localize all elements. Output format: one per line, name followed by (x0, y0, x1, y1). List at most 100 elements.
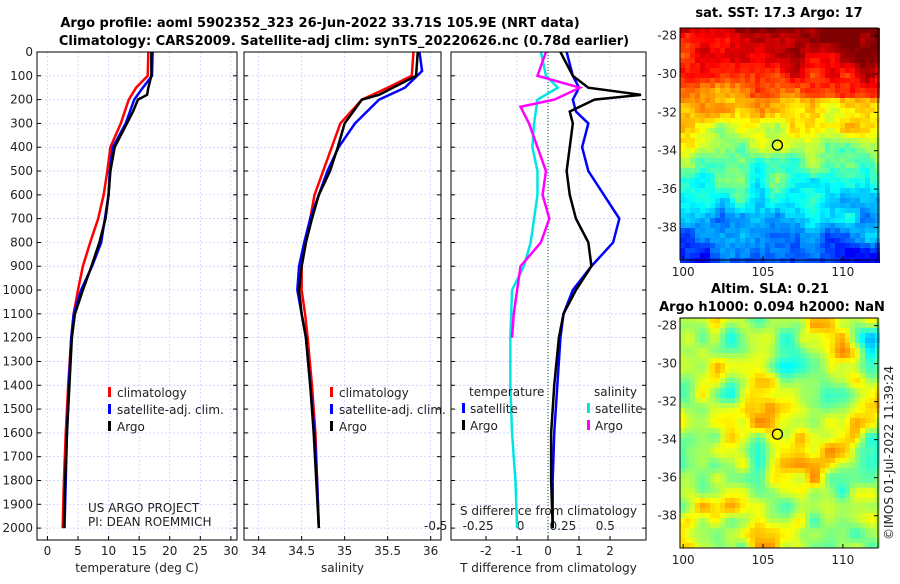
heatmap-cell (715, 398, 720, 403)
heatmap-cell (860, 78, 865, 83)
heatmap-cell (720, 468, 725, 473)
heatmap-cell (720, 423, 725, 428)
y-tick-label: 100 (10, 69, 33, 83)
heatmap-cell (785, 493, 790, 498)
heatmap-cell (755, 153, 760, 158)
heatmap-cell (710, 503, 715, 508)
heatmap-cell (795, 28, 800, 33)
heatmap-cell (730, 483, 735, 488)
heatmap-cell (835, 103, 840, 108)
heatmap-cell (760, 113, 765, 118)
heatmap-cell (855, 143, 860, 148)
heatmap-cell (785, 233, 790, 238)
heatmap-cell (685, 328, 690, 333)
heatmap-cell (765, 243, 770, 248)
heatmap-cell (820, 33, 825, 38)
heatmap-cell (750, 398, 755, 403)
heatmap-cell (775, 508, 780, 513)
heatmap-cell (715, 243, 720, 248)
heatmap-cell (760, 428, 765, 433)
heatmap-cell (685, 68, 690, 73)
heatmap-cell (745, 128, 750, 133)
heatmap-cell (710, 348, 715, 353)
heatmap-cell (680, 368, 685, 373)
heatmap-cell (785, 398, 790, 403)
heatmap-cell (765, 148, 770, 153)
heatmap-cell (850, 83, 855, 88)
heatmap-cell (695, 173, 700, 178)
heatmap-cell (690, 83, 695, 88)
heatmap-cell (745, 218, 750, 223)
heatmap-cell (705, 438, 710, 443)
heatmap-cell (775, 248, 780, 253)
heatmap-cell (745, 488, 750, 493)
heatmap-cell (780, 353, 785, 358)
heatmap-cell (745, 193, 750, 198)
heatmap-cell (760, 103, 765, 108)
heatmap-cell (870, 453, 875, 458)
heatmap-cell (725, 208, 730, 213)
heatmap-cell (800, 193, 805, 198)
heatmap-cell (805, 408, 810, 413)
heatmap-cell (835, 88, 840, 93)
heatmap-cell (740, 63, 745, 68)
heatmap-cell (840, 528, 845, 533)
heatmap-cell (710, 223, 715, 228)
heatmap-cell (800, 503, 805, 508)
heatmap-cell (725, 163, 730, 168)
heatmap-cell (720, 473, 725, 478)
heatmap-cell (720, 533, 725, 538)
heatmap-cell (815, 158, 820, 163)
heatmap-cell (800, 458, 805, 463)
heatmap-cell (705, 183, 710, 188)
heatmap-cell (685, 348, 690, 353)
heatmap-cell (835, 348, 840, 353)
heatmap-cell (730, 383, 735, 388)
heatmap-cell (805, 203, 810, 208)
heatmap-cell (705, 138, 710, 143)
heatmap-cell (865, 168, 870, 173)
heatmap-cell (740, 168, 745, 173)
heatmap-cell (820, 473, 825, 478)
x-axis-label: salinity (321, 561, 364, 575)
heatmap-cell (740, 518, 745, 523)
heatmap-cell (745, 223, 750, 228)
heatmap-cell (860, 368, 865, 373)
heatmap-cell (755, 78, 760, 83)
heatmap-cell (785, 43, 790, 48)
heatmap-cell (755, 228, 760, 233)
map-frame (679, 27, 879, 261)
heatmap-cell (860, 218, 865, 223)
heatmap-cell (725, 368, 730, 373)
heatmap-cell (770, 48, 775, 53)
heatmap-cell (865, 543, 870, 548)
y-tick-label: -34 (657, 433, 677, 447)
heatmap-cell (725, 133, 730, 138)
heatmap-cell (785, 473, 790, 478)
heatmap-cell (725, 33, 730, 38)
heatmap-cell (685, 528, 690, 533)
heatmap-cell (770, 88, 775, 93)
heatmap-cell (770, 53, 775, 58)
heatmap-cell (730, 438, 735, 443)
heatmap-cell (830, 403, 835, 408)
heatmap-cell (760, 388, 765, 393)
heatmap-cell (740, 118, 745, 123)
heatmap-cell (870, 358, 875, 363)
heatmap-cell (755, 103, 760, 108)
heatmap-cell (780, 393, 785, 398)
heatmap-cell (690, 113, 695, 118)
heatmap-cell (735, 363, 740, 368)
heatmap-cell (735, 113, 740, 118)
heatmap-cell (755, 378, 760, 383)
heatmap-cell (760, 493, 765, 498)
heatmap-cell (750, 528, 755, 533)
heatmap-cell (860, 378, 865, 383)
heatmap-cell (805, 223, 810, 228)
heatmap-cell (795, 43, 800, 48)
heatmap-cell (815, 478, 820, 483)
heatmap-cell (715, 43, 720, 48)
heatmap-cell (730, 513, 735, 518)
heatmap-cell (725, 423, 730, 428)
heatmap-cell (750, 123, 755, 128)
